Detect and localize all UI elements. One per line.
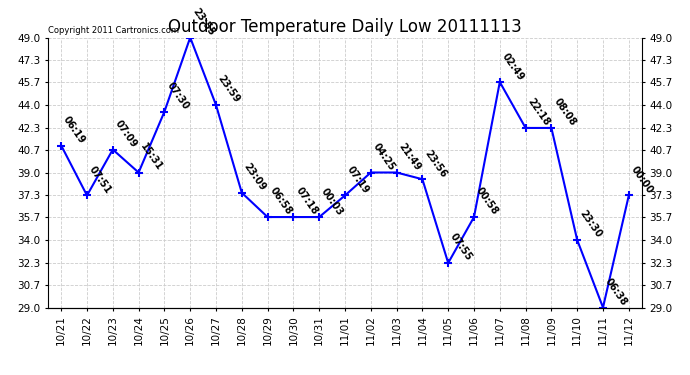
Text: 23:09: 23:09 bbox=[241, 162, 268, 193]
Text: 07:55: 07:55 bbox=[448, 232, 474, 263]
Text: 00:03: 00:03 bbox=[319, 186, 345, 217]
Text: 08:08: 08:08 bbox=[551, 97, 578, 128]
Text: 04:25: 04:25 bbox=[371, 141, 397, 172]
Title: Outdoor Temperature Daily Low 20111113: Outdoor Temperature Daily Low 20111113 bbox=[168, 18, 522, 36]
Text: 07:18: 07:18 bbox=[293, 186, 319, 217]
Text: 15:31: 15:31 bbox=[139, 141, 165, 172]
Text: Copyright 2011 Cartronics.com: Copyright 2011 Cartronics.com bbox=[48, 26, 179, 35]
Text: 06:19: 06:19 bbox=[61, 114, 87, 146]
Text: 07:30: 07:30 bbox=[164, 81, 190, 112]
Text: 07:09: 07:09 bbox=[112, 118, 139, 150]
Text: 22:18: 22:18 bbox=[526, 97, 551, 128]
Text: 06:38: 06:38 bbox=[603, 276, 629, 308]
Text: 06:58: 06:58 bbox=[268, 186, 294, 217]
Text: 07:19: 07:19 bbox=[345, 164, 371, 195]
Text: 23:56: 23:56 bbox=[422, 148, 448, 179]
Text: 21:49: 21:49 bbox=[397, 141, 422, 172]
Text: 02:49: 02:49 bbox=[500, 51, 526, 82]
Text: 00:58: 00:58 bbox=[474, 186, 500, 217]
Text: 00:00: 00:00 bbox=[629, 164, 655, 195]
Text: 23:59: 23:59 bbox=[216, 74, 242, 105]
Text: 07:51: 07:51 bbox=[87, 164, 113, 195]
Text: 23:30: 23:30 bbox=[578, 209, 603, 240]
Text: 23:55: 23:55 bbox=[190, 6, 216, 38]
